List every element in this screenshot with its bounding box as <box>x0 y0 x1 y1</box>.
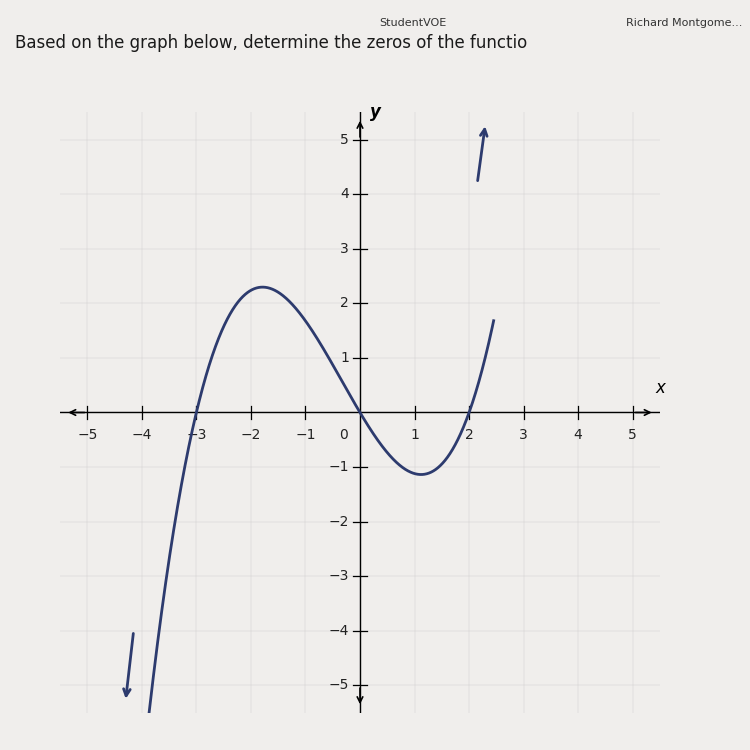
Text: −2: −2 <box>241 427 261 442</box>
Text: 4: 4 <box>574 427 583 442</box>
Text: −1: −1 <box>296 427 316 442</box>
Text: −1: −1 <box>328 460 349 474</box>
Text: y: y <box>370 104 381 122</box>
Text: StudentVOE: StudentVOE <box>379 17 446 28</box>
Text: 3: 3 <box>340 242 349 256</box>
Text: 2: 2 <box>340 296 349 310</box>
Text: −2: −2 <box>328 514 349 529</box>
Text: −4: −4 <box>132 427 152 442</box>
Text: −4: −4 <box>328 624 349 638</box>
Text: x: x <box>655 380 665 398</box>
Text: 4: 4 <box>340 188 349 201</box>
Text: Based on the graph below, determine the zeros of the functio: Based on the graph below, determine the … <box>15 34 527 53</box>
Text: 1: 1 <box>340 351 349 365</box>
Text: −5: −5 <box>328 678 349 692</box>
Text: −3: −3 <box>186 427 206 442</box>
Text: 5: 5 <box>340 133 349 147</box>
Text: 5: 5 <box>628 427 637 442</box>
Text: −3: −3 <box>328 569 349 584</box>
Text: 1: 1 <box>410 427 419 442</box>
Text: 2: 2 <box>465 427 473 442</box>
Text: −5: −5 <box>77 427 98 442</box>
Text: Richard Montgome...: Richard Montgome... <box>626 17 742 28</box>
Text: 3: 3 <box>519 427 528 442</box>
Text: 0: 0 <box>339 427 348 442</box>
